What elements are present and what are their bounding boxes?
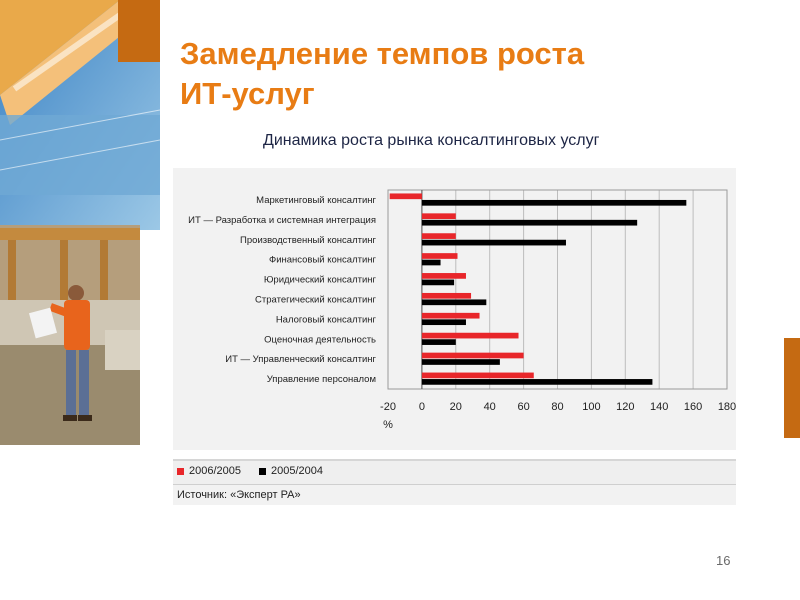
category-label: Налоговый консалтинг	[276, 314, 377, 325]
bar-2006-2005	[421, 292, 472, 299]
x-tick-label: 0	[419, 401, 425, 413]
chart-source: Источник: «Эксперт РА»	[173, 484, 736, 505]
legend-item-series-1: 2006/2005	[177, 465, 241, 477]
bar-2005-2004	[421, 219, 638, 226]
bar-2005-2004	[421, 239, 566, 246]
legend-swatch-series-1	[177, 467, 184, 475]
x-tick-label: 120	[616, 401, 634, 413]
legend-swatch-series-2	[259, 467, 266, 475]
slide-title-line-1: Замедление темпов роста	[180, 36, 585, 71]
bar-2006-2005	[389, 193, 422, 200]
category-label: Управление персоналом	[267, 374, 376, 385]
bar-2006-2005	[421, 213, 456, 220]
bar-2006-2005	[421, 352, 524, 359]
bar-2006-2005	[421, 312, 480, 319]
bar-2005-2004	[421, 259, 441, 266]
bar-2006-2005	[421, 332, 519, 339]
x-tick-label: 160	[684, 401, 702, 413]
bar-2006-2005	[421, 372, 534, 379]
plot-area	[387, 189, 728, 390]
bar-2005-2004	[421, 339, 456, 345]
category-label: Финансовый консалтинг	[269, 255, 377, 266]
construction-worker-photo	[0, 0, 160, 445]
orange-accent-square	[118, 0, 160, 62]
orange-accent-bar	[784, 338, 800, 438]
decorative-photo	[0, 0, 160, 445]
chart-title: Динамика роста рынка консалтинговых услу…	[263, 132, 600, 149]
legend-item-series-2: 2005/2004	[259, 465, 323, 477]
category-label: Оценочная деятельность	[264, 334, 376, 345]
legend-label-series-2: 2005/2004	[271, 465, 323, 477]
bar-2006-2005	[421, 253, 458, 259]
x-axis-label: %	[383, 419, 393, 431]
bar-2005-2004	[421, 379, 653, 385]
chart-legend: 2006/2005 2005/2004	[173, 459, 736, 485]
bar-chart: Маркетинговый консалтинг ИТ — Разработка …	[188, 189, 736, 431]
legend-label-series-1: 2006/2005	[189, 465, 241, 477]
slide-title: Замедление темпов роста ИТ-услуг	[180, 34, 584, 114]
bar-2005-2004	[421, 199, 687, 206]
bar-2006-2005	[421, 273, 466, 279]
x-tick-label: 180	[718, 401, 736, 413]
x-tick-label: 140	[650, 401, 668, 413]
x-tick-label: 20	[450, 401, 462, 413]
x-tick-label: 60	[517, 401, 529, 413]
slide-title-line-2: ИТ-услуг	[180, 76, 315, 111]
x-tick-label: 40	[484, 401, 496, 413]
source-text: Источник: «Эксперт РА»	[177, 489, 301, 501]
bar-2005-2004	[421, 359, 500, 365]
category-label: ИТ — Разработка и системная интеграция	[188, 215, 376, 226]
x-tick-label: 80	[551, 401, 563, 413]
bar-2005-2004	[421, 319, 466, 326]
x-tick-label: -20	[380, 401, 396, 413]
bar-2006-2005	[421, 233, 456, 239]
chart-panel: Маркетинговый консалтинг ИТ — Разработка …	[173, 168, 736, 450]
category-label: Производственный консалтинг	[240, 235, 376, 246]
x-tick-label: 100	[582, 401, 600, 413]
bar-2005-2004	[421, 299, 487, 306]
category-label: Маркетинговый консалтинг	[256, 195, 376, 206]
page-number: 16	[716, 553, 731, 568]
bar-2005-2004	[421, 279, 455, 286]
category-label: Юридический консалтинг	[264, 275, 377, 286]
category-label: Стратегический консалтинг	[255, 294, 377, 305]
category-label: ИТ — Управленческий консалтинг	[225, 354, 376, 365]
